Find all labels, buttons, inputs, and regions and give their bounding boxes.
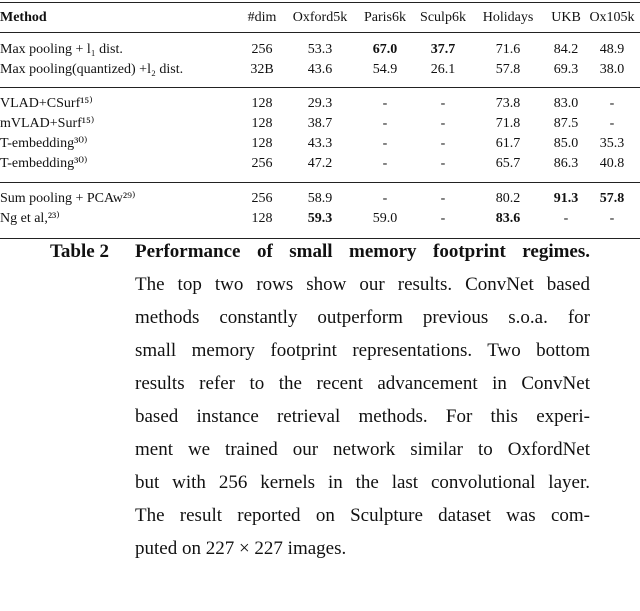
value-cell: -: [440, 116, 446, 131]
value-cell: 84.2: [553, 42, 579, 57]
value-cell: 83.6: [495, 211, 521, 226]
value-cell: 37.7: [430, 42, 456, 57]
value-cell: -: [609, 116, 615, 131]
value-cell: 67.0: [372, 42, 398, 57]
value-cell: -: [382, 96, 388, 111]
caption-line: but with 256 kernels in the last convolu…: [135, 472, 590, 493]
header-cell: Oxford5k: [292, 10, 348, 25]
value-cell: 87.5: [553, 116, 579, 131]
value-cell: 256: [251, 42, 273, 57]
value-cell: 128: [251, 116, 273, 131]
rule: [0, 238, 640, 240]
value-cell: 58.9: [307, 191, 333, 206]
header-cell: UKB: [551, 10, 581, 25]
caption-line: Performance of small memory footprint re…: [135, 241, 590, 262]
value-cell: 57.8: [599, 191, 625, 206]
value-cell: 59.3: [307, 211, 333, 226]
rule: [0, 87, 640, 88]
value-cell: 38.7: [307, 116, 333, 131]
value-cell: -: [440, 136, 446, 151]
method-cell: T-embedding³⁰⁾: [0, 156, 88, 171]
value-cell: 38.0: [599, 62, 625, 77]
caption-line: puted on 227 × 227 images.: [135, 538, 347, 559]
value-cell: 256: [251, 191, 273, 206]
method-cell: T-embedding³⁰⁾: [0, 136, 88, 151]
header-cell: Ox105k: [589, 10, 635, 25]
header-cell: Paris6k: [364, 10, 406, 25]
value-cell: 256: [251, 156, 273, 171]
value-cell: 83.0: [553, 96, 579, 111]
value-cell: 86.3: [553, 156, 579, 171]
value-cell: 128: [251, 136, 273, 151]
caption-line: methods constantly outperform previous s…: [135, 307, 590, 328]
value-cell: 43.6: [307, 62, 333, 77]
value-cell: 80.2: [495, 191, 521, 206]
value-cell: 32B: [250, 62, 274, 77]
value-cell: -: [609, 211, 615, 226]
method-cell: Ng et al,²³⁾: [0, 211, 60, 226]
method-cell: Max pooling(quantized) +l₂ dist.: [0, 62, 184, 77]
caption-line: ment we trained our network similar to O…: [135, 439, 590, 460]
value-cell: 57.8: [495, 62, 521, 77]
rule: [0, 32, 640, 33]
value-cell: 48.9: [599, 42, 625, 57]
value-cell: -: [563, 211, 569, 226]
value-cell: 59.0: [372, 211, 398, 226]
caption-line: small memory footprint representations. …: [135, 340, 590, 361]
value-cell: -: [382, 156, 388, 171]
value-cell: 35.3: [599, 136, 625, 151]
method-cell: Sum pooling + PCAw²⁹⁾: [0, 191, 136, 206]
method-cell: mVLAD+Surf¹⁵⁾: [0, 116, 95, 131]
method-cell: Max pooling + l₁ dist.: [0, 42, 123, 57]
header-cell: Method: [0, 10, 47, 25]
value-cell: -: [382, 116, 388, 131]
value-cell: -: [440, 96, 446, 111]
header-cell: Holidays: [482, 10, 534, 25]
method-cell: VLAD+CSurf¹⁵⁾: [0, 96, 93, 111]
value-cell: 40.8: [599, 156, 625, 171]
value-cell: 71.6: [495, 42, 521, 57]
caption-line: results refer to the recent advancement …: [135, 373, 590, 394]
value-cell: 29.3: [307, 96, 333, 111]
value-cell: 54.9: [372, 62, 398, 77]
value-cell: 73.8: [495, 96, 521, 111]
header-cell: #dim: [247, 10, 277, 25]
value-cell: -: [382, 191, 388, 206]
value-cell: -: [609, 96, 615, 111]
value-cell: 91.3: [553, 191, 579, 206]
value-cell: -: [440, 211, 446, 226]
value-cell: 53.3: [307, 42, 333, 57]
header-cell: Sculp6k: [420, 10, 466, 25]
value-cell: 26.1: [430, 62, 456, 77]
value-cell: -: [440, 156, 446, 171]
value-cell: 43.3: [307, 136, 333, 151]
caption-label: Table 2: [50, 241, 109, 262]
value-cell: 128: [251, 211, 273, 226]
value-cell: 47.2: [307, 156, 333, 171]
caption-line: The result reported on Sculpture dataset…: [135, 505, 590, 526]
value-cell: -: [440, 191, 446, 206]
value-cell: 128: [251, 96, 273, 111]
caption-line: The top two rows show our results. ConvN…: [135, 274, 590, 295]
value-cell: 85.0: [553, 136, 579, 151]
value-cell: -: [382, 136, 388, 151]
caption: Performance of small memory footprint re…: [135, 238, 590, 568]
caption-line: based instance retrieval methods. For th…: [135, 406, 590, 427]
value-cell: 71.8: [495, 116, 521, 131]
rule: [0, 182, 640, 183]
value-cell: 61.7: [495, 136, 521, 151]
rule: [0, 2, 640, 4]
value-cell: 69.3: [553, 62, 579, 77]
value-cell: 65.7: [495, 156, 521, 171]
